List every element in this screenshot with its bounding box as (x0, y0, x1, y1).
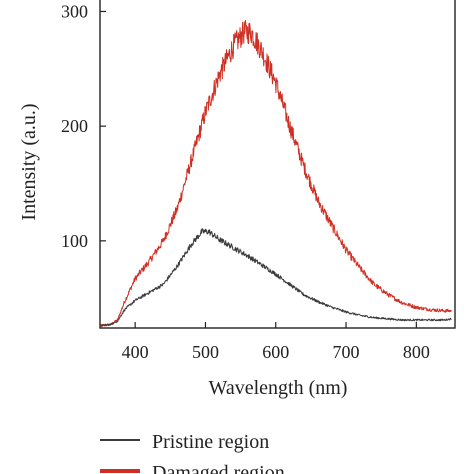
x-tick-label: 600 (262, 342, 289, 362)
legend-label-pristine: Pristine region (152, 431, 269, 453)
x-tick-label: 400 (122, 342, 149, 362)
y-axis-title: Intensity (a.u.) (18, 103, 40, 220)
series-layer (99, 19, 452, 327)
y-tick-label: 100 (61, 231, 88, 251)
series-line-damaged (99, 19, 452, 327)
x-tick-label: 700 (333, 342, 360, 362)
tick-layer: 400 500 600 700 800 100 200 300 (61, 1, 430, 362)
y-tick-label: 200 (61, 116, 88, 136)
plot-frame (99, 0, 456, 329)
y-tick-label: 300 (61, 1, 88, 21)
plot-border (99, 0, 456, 329)
x-axis-title: Wavelength (nm) (209, 377, 348, 399)
legend: Pristine region Damaged region (100, 431, 285, 474)
legend-label-damaged: Damaged region (152, 462, 285, 474)
x-tick-label: 800 (403, 342, 430, 362)
series-line-pristine (99, 228, 452, 327)
x-tick-label: 500 (192, 342, 219, 362)
